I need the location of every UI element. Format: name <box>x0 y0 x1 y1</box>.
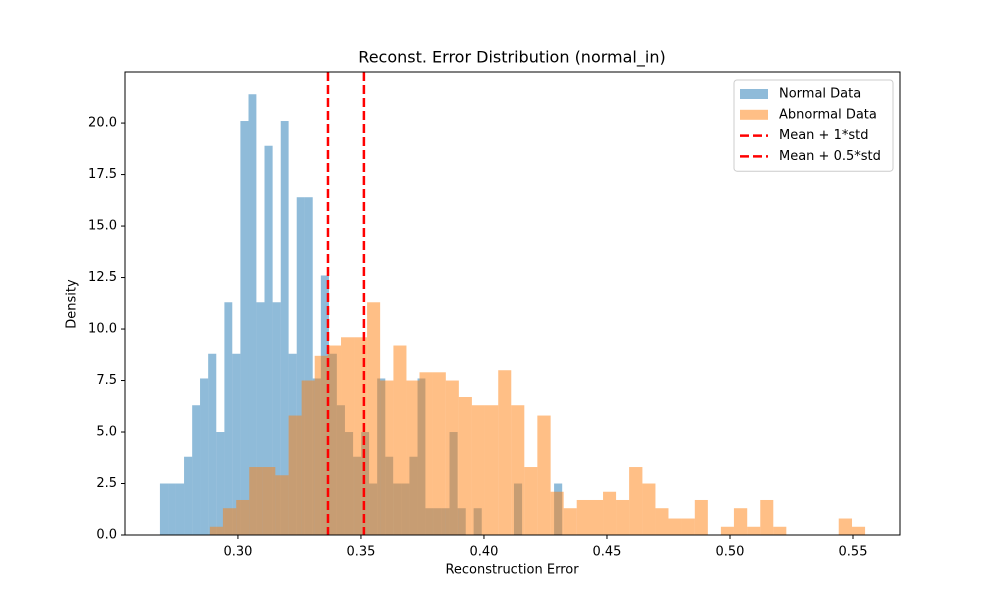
y-tick-label: 2.5 <box>96 476 117 491</box>
histogram-bar <box>393 345 407 535</box>
histogram-bar <box>484 405 499 535</box>
legend-label: Normal Data <box>779 87 861 102</box>
histogram-bar <box>236 499 250 535</box>
x-tick-label: 0.30 <box>223 545 252 560</box>
histogram-bar <box>773 526 787 535</box>
histogram-bar <box>327 345 342 535</box>
legend-box <box>733 79 894 172</box>
x-tick-label: 0.55 <box>839 545 868 560</box>
y-tick-label: 20.0 <box>88 116 117 131</box>
histogram-bar <box>209 526 223 535</box>
histogram-bar <box>275 475 289 535</box>
chart-title: Reconst. Error Distribution (normal_in) <box>358 48 665 68</box>
legend-label: Abnormal Data <box>779 107 877 122</box>
x-tick-label: 0.35 <box>346 545 375 560</box>
histogram-bar <box>445 380 459 535</box>
histogram-bar <box>406 380 420 535</box>
histogram-bar <box>733 508 748 535</box>
histogram-bar <box>498 370 512 535</box>
x-axis-label: Reconstruction Error <box>445 563 579 578</box>
histogram-bar <box>380 380 394 535</box>
y-axis-label: Density <box>65 279 80 329</box>
histogram-bar <box>341 337 355 535</box>
histogram-bar <box>175 483 185 535</box>
histogram-bar <box>550 491 564 535</box>
histogram-bar <box>747 526 761 535</box>
histogram-bar <box>603 491 617 535</box>
histogram-bar <box>419 372 433 535</box>
histogram-bar <box>304 197 313 536</box>
histogram-bar <box>208 353 217 535</box>
histogram-bar <box>264 145 273 535</box>
histogram-bar <box>655 508 669 535</box>
histogram-bar <box>681 518 695 535</box>
y-tick-label: 5.0 <box>96 425 117 440</box>
legend-swatch <box>740 109 768 120</box>
histogram-bar <box>216 432 225 535</box>
legend-label: Mean + 0.5*std <box>779 149 881 164</box>
y-tick-label: 12.5 <box>88 270 117 285</box>
histogram-bar <box>159 483 169 535</box>
histogram-bar <box>184 456 193 535</box>
legend-label: Mean + 1*std <box>779 128 868 143</box>
histogram-bar <box>642 483 656 535</box>
y-tick-label: 7.5 <box>96 373 117 388</box>
histogram-bar <box>262 467 276 535</box>
histogram-bar <box>249 467 263 535</box>
histogram-bar <box>432 372 446 535</box>
histogram-bar <box>629 467 643 535</box>
histogram-bar <box>296 197 305 536</box>
y-tick-label: 0.0 <box>96 528 117 543</box>
histogram-bar <box>852 526 866 535</box>
histogram-bar <box>760 499 774 535</box>
y-tick-label: 17.5 <box>88 167 117 182</box>
legend: Normal Data Abnormal Data Mean + 1*std Mean… <box>733 79 894 172</box>
y-tick-label: 10.0 <box>88 322 117 337</box>
histogram-bar <box>616 499 630 535</box>
histogram-bar <box>288 415 302 535</box>
x-tick-label: 0.40 <box>469 545 498 560</box>
histogram-bar <box>314 355 328 535</box>
histogram-bar <box>563 508 577 535</box>
histogram-bar <box>720 526 734 535</box>
histogram-bar <box>694 499 708 535</box>
x-tick-label: 0.45 <box>592 545 621 560</box>
histogram-bar <box>537 415 551 535</box>
histogram-bar <box>272 302 281 535</box>
histogram-bar <box>200 378 209 535</box>
histogram-bar <box>511 405 525 535</box>
histogram-bar <box>838 518 853 535</box>
histogram-bar <box>224 302 233 535</box>
histogram-bar <box>458 397 472 535</box>
histogram-bar <box>192 405 201 535</box>
y-tick-label: 15.0 <box>88 219 117 234</box>
histogram-bar <box>367 302 381 535</box>
histogram-bar <box>222 508 237 535</box>
histogram-bar <box>240 121 249 536</box>
x-tick-label: 0.50 <box>716 545 745 560</box>
histogram-bar <box>232 353 241 535</box>
histogram-bar <box>590 499 604 535</box>
histogram-bar <box>248 94 257 535</box>
histogram-bar <box>471 405 485 535</box>
histogram-bar <box>524 467 538 535</box>
histogram-bar <box>576 499 590 535</box>
histogram-bar <box>168 483 176 535</box>
histogram-bar <box>256 302 265 535</box>
histogram-bar <box>280 121 289 536</box>
plot-frame <box>124 71 901 536</box>
legend-swatch <box>740 89 768 99</box>
histogram-bar <box>668 518 682 535</box>
histogram-bar <box>301 380 315 535</box>
